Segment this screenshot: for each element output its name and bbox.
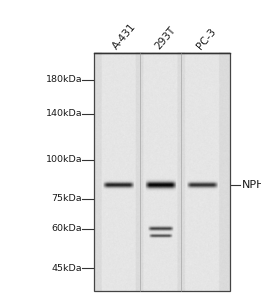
Text: 293T: 293T [153,25,177,51]
Text: 45kDa: 45kDa [52,263,82,272]
Text: A-431: A-431 [111,21,138,51]
Text: NPHP1: NPHP1 [241,180,261,190]
Text: 75kDa: 75kDa [52,194,82,203]
Bar [94,52,230,291]
Text: 140kDa: 140kDa [46,110,82,118]
Text: PC-3: PC-3 [195,26,218,51]
Text: 180kDa: 180kDa [46,75,82,84]
Text: 100kDa: 100kDa [46,155,82,164]
Text: 60kDa: 60kDa [52,224,82,233]
